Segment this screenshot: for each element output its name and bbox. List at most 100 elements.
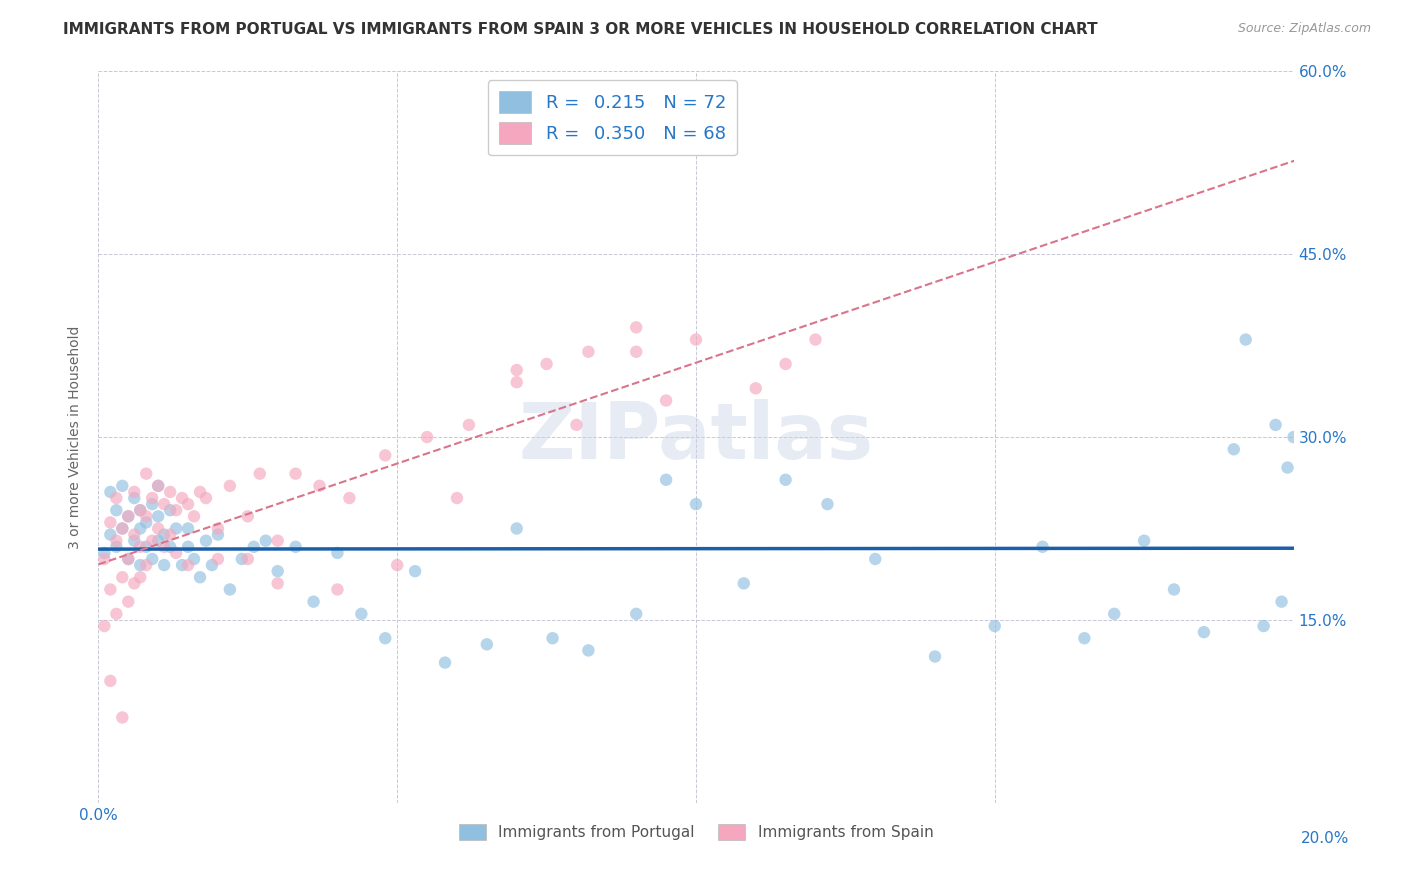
Point [655, 393, 678, 408]
Point [1264, 417, 1286, 432]
Point [141, 533, 163, 548]
Point [1104, 607, 1126, 621]
Point [416, 430, 439, 444]
Point [183, 509, 205, 524]
Point [374, 448, 396, 462]
Point [1032, 540, 1054, 554]
Point [188, 485, 211, 500]
Text: ZIPatlas: ZIPatlas [519, 399, 873, 475]
Point [153, 497, 176, 511]
Point [177, 521, 200, 535]
Point [267, 564, 290, 578]
Point [458, 417, 481, 432]
Point [153, 540, 176, 554]
Point [984, 619, 1007, 633]
Point [159, 503, 181, 517]
Point [626, 344, 648, 359]
Point [117, 552, 139, 566]
Point [153, 527, 176, 541]
Point [165, 503, 187, 517]
Point [374, 632, 396, 646]
Point [159, 485, 181, 500]
Point [111, 479, 134, 493]
Point [219, 479, 242, 493]
Point [129, 521, 152, 535]
Point [506, 521, 529, 535]
Point [1133, 533, 1156, 548]
Point [141, 497, 163, 511]
Point [1223, 442, 1246, 457]
Point [141, 491, 163, 505]
Point [117, 509, 139, 524]
Point [578, 344, 600, 359]
Point [111, 710, 134, 724]
Point [177, 497, 200, 511]
Point [153, 558, 176, 573]
Point [148, 533, 170, 548]
Point [141, 552, 163, 566]
Point [98, 582, 122, 597]
Point [159, 527, 181, 541]
Point [135, 540, 157, 554]
Point [1282, 430, 1305, 444]
Point [105, 607, 128, 621]
Point [177, 558, 200, 573]
Point [434, 656, 457, 670]
Point [815, 497, 838, 511]
Point [231, 552, 253, 566]
Point [626, 320, 648, 334]
Point [865, 552, 887, 566]
Point [775, 473, 797, 487]
Point [284, 540, 307, 554]
Point [93, 619, 115, 633]
Point [148, 509, 170, 524]
Point [350, 607, 373, 621]
Point [135, 467, 157, 481]
Point [506, 375, 529, 389]
Point [536, 357, 558, 371]
Point [284, 467, 307, 481]
Point [1271, 594, 1294, 608]
Point [236, 552, 259, 566]
Point [655, 473, 678, 487]
Point [124, 485, 146, 500]
Text: 20.0%: 20.0% [1301, 830, 1348, 846]
Point [308, 479, 330, 493]
Point [1073, 632, 1095, 646]
Point [98, 516, 122, 530]
Point [105, 540, 128, 554]
Point [626, 607, 648, 621]
Point [685, 497, 707, 511]
Point [148, 521, 170, 535]
Legend: Immigrants from Portugal, Immigrants from Spain: Immigrants from Portugal, Immigrants fro… [453, 818, 939, 847]
Point [207, 527, 229, 541]
Text: Source: ZipAtlas.com: Source: ZipAtlas.com [1237, 22, 1371, 36]
Point [804, 333, 827, 347]
Point [685, 333, 707, 347]
Point [188, 570, 211, 584]
Point [98, 673, 122, 688]
Point [111, 570, 134, 584]
Point [267, 576, 290, 591]
Point [165, 521, 187, 535]
Point [172, 558, 194, 573]
Point [475, 637, 498, 651]
Point [195, 533, 218, 548]
Point [183, 552, 205, 566]
Point [177, 540, 200, 554]
Point [733, 576, 755, 591]
Point [1192, 625, 1215, 640]
Point [159, 540, 181, 554]
Point [775, 357, 797, 371]
Point [326, 546, 349, 560]
Point [172, 491, 194, 505]
Point [446, 491, 468, 505]
Point [124, 491, 146, 505]
Point [165, 546, 187, 560]
Point [117, 594, 139, 608]
Point [326, 582, 349, 597]
Point [124, 527, 146, 541]
Point [1253, 619, 1275, 633]
Point [243, 540, 266, 554]
Point [93, 552, 115, 566]
